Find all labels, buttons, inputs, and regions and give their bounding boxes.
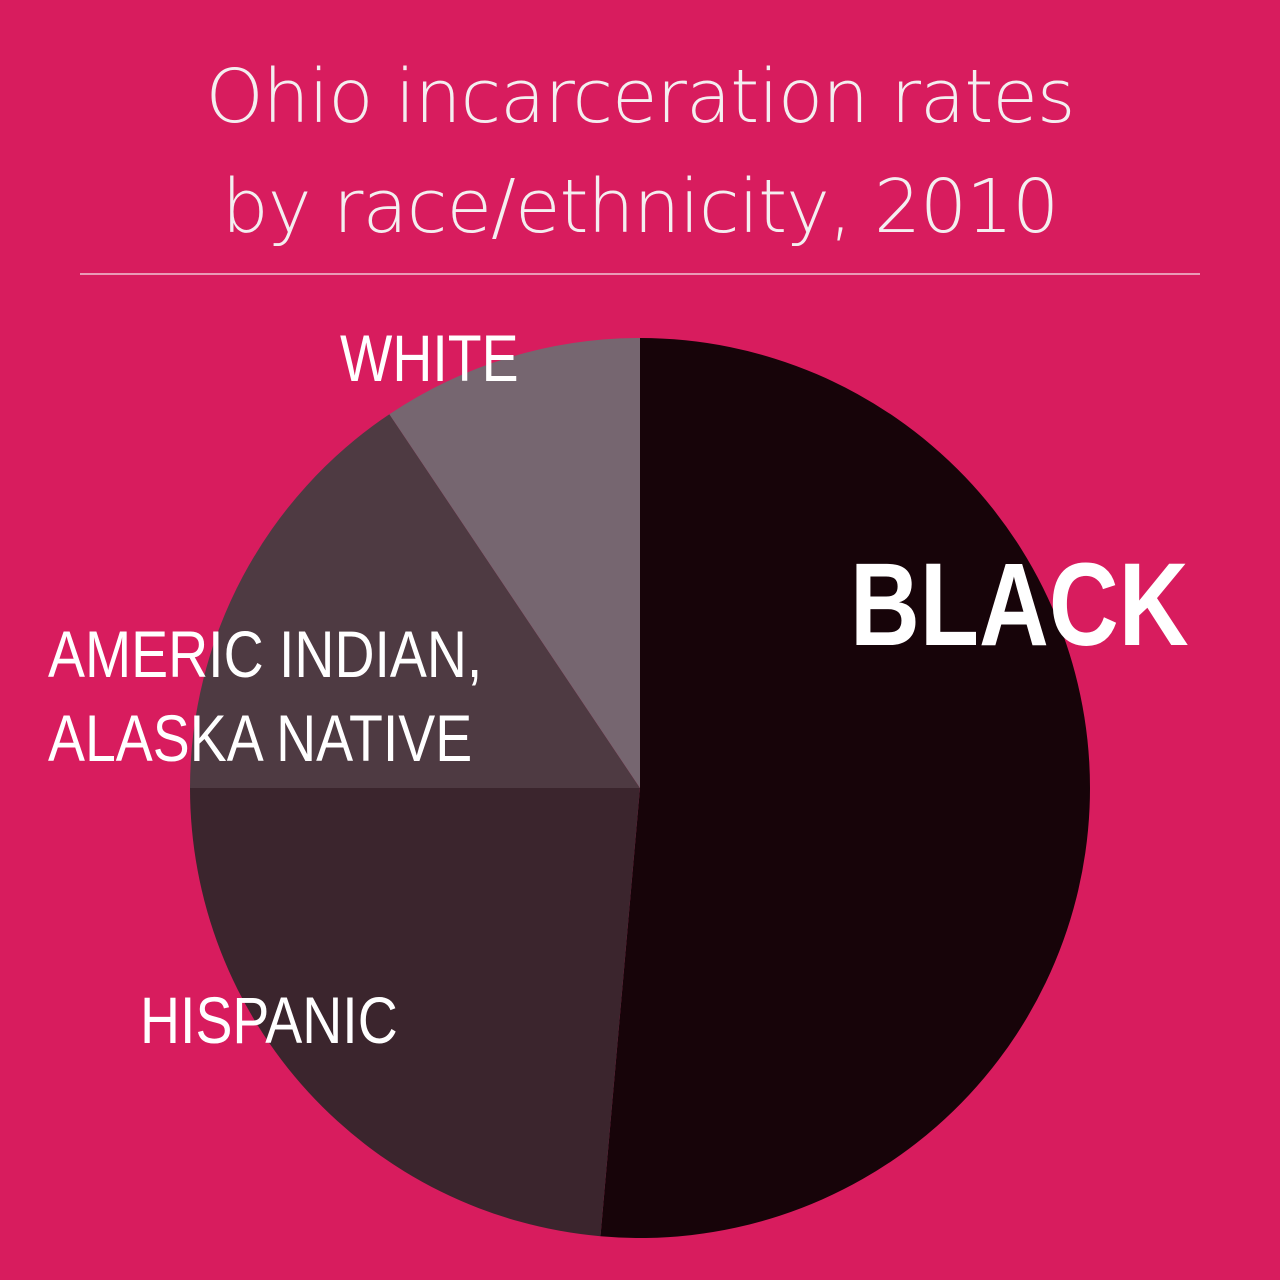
slice-label: AMERIC INDIAN, ALASKA NATIVE (48, 617, 483, 775)
pie-slice (600, 338, 1090, 1238)
chart-title: Ohio incarceration rates by race/ethnici… (205, 54, 1076, 250)
slice-label: HISPANIC (140, 983, 398, 1057)
slice-label: BLACK (850, 539, 1189, 671)
slice-label: WHITE (340, 321, 519, 395)
pie-slice (190, 414, 640, 788)
pie-slice (190, 788, 640, 1237)
pie-slice (389, 338, 640, 788)
